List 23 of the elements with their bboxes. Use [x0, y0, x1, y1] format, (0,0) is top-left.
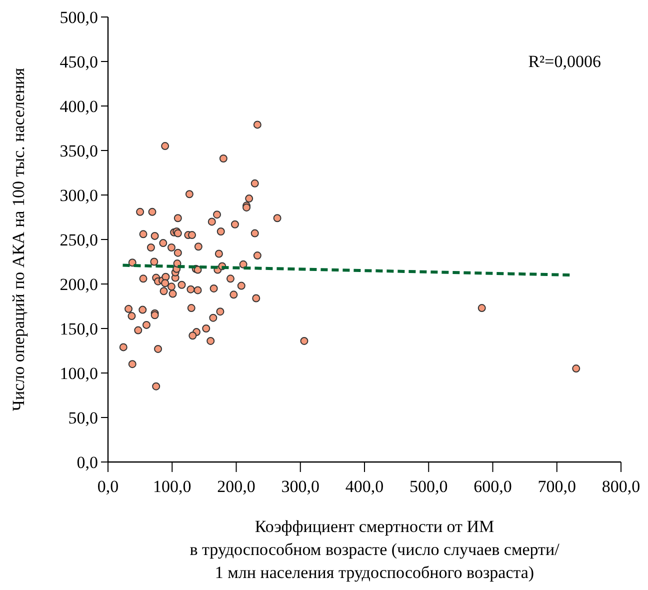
y-tick-label: 400,0 [60, 96, 98, 116]
y-tick-label: 500,0 [60, 8, 98, 27]
y-tick-label: 50,0 [68, 408, 98, 428]
y-tick-label: 300,0 [60, 186, 98, 205]
y-tick-label: 0,0 [76, 452, 98, 472]
x-tick-label: 800,0 [602, 477, 640, 496]
y-tick-label: 350,0 [60, 141, 98, 160]
y-tick-label: 450,0 [60, 52, 98, 72]
y-axis-title: Число операций по АКА на 100 тыс. населения [9, 68, 28, 412]
x-tick-label: 500,0 [410, 477, 448, 496]
y-tick-label: 250,0 [60, 230, 98, 250]
x-tick-label: 300,0 [281, 477, 320, 496]
x-tick-label: 400,0 [345, 477, 384, 496]
x-tick-label: 600,0 [474, 477, 512, 496]
x-tick-label: 0,0 [97, 477, 119, 496]
y-tick-label: 150,0 [60, 319, 98, 338]
x-tick-label: 700,0 [538, 477, 576, 496]
x-axis-title: Коэффициент смертности от ИМ в трудоспособном возрасте (число случаев смерти/ 1 млн населения трудоспособного возраста) [190, 517, 560, 582]
annotation: R²=0,0006 [528, 52, 601, 71]
x-tick-label: 200,0 [217, 477, 256, 496]
y-tick-label: 100,0 [60, 364, 98, 383]
y-tick-label: 200,0 [60, 274, 98, 294]
x-tick-label: 100,0 [153, 477, 192, 496]
